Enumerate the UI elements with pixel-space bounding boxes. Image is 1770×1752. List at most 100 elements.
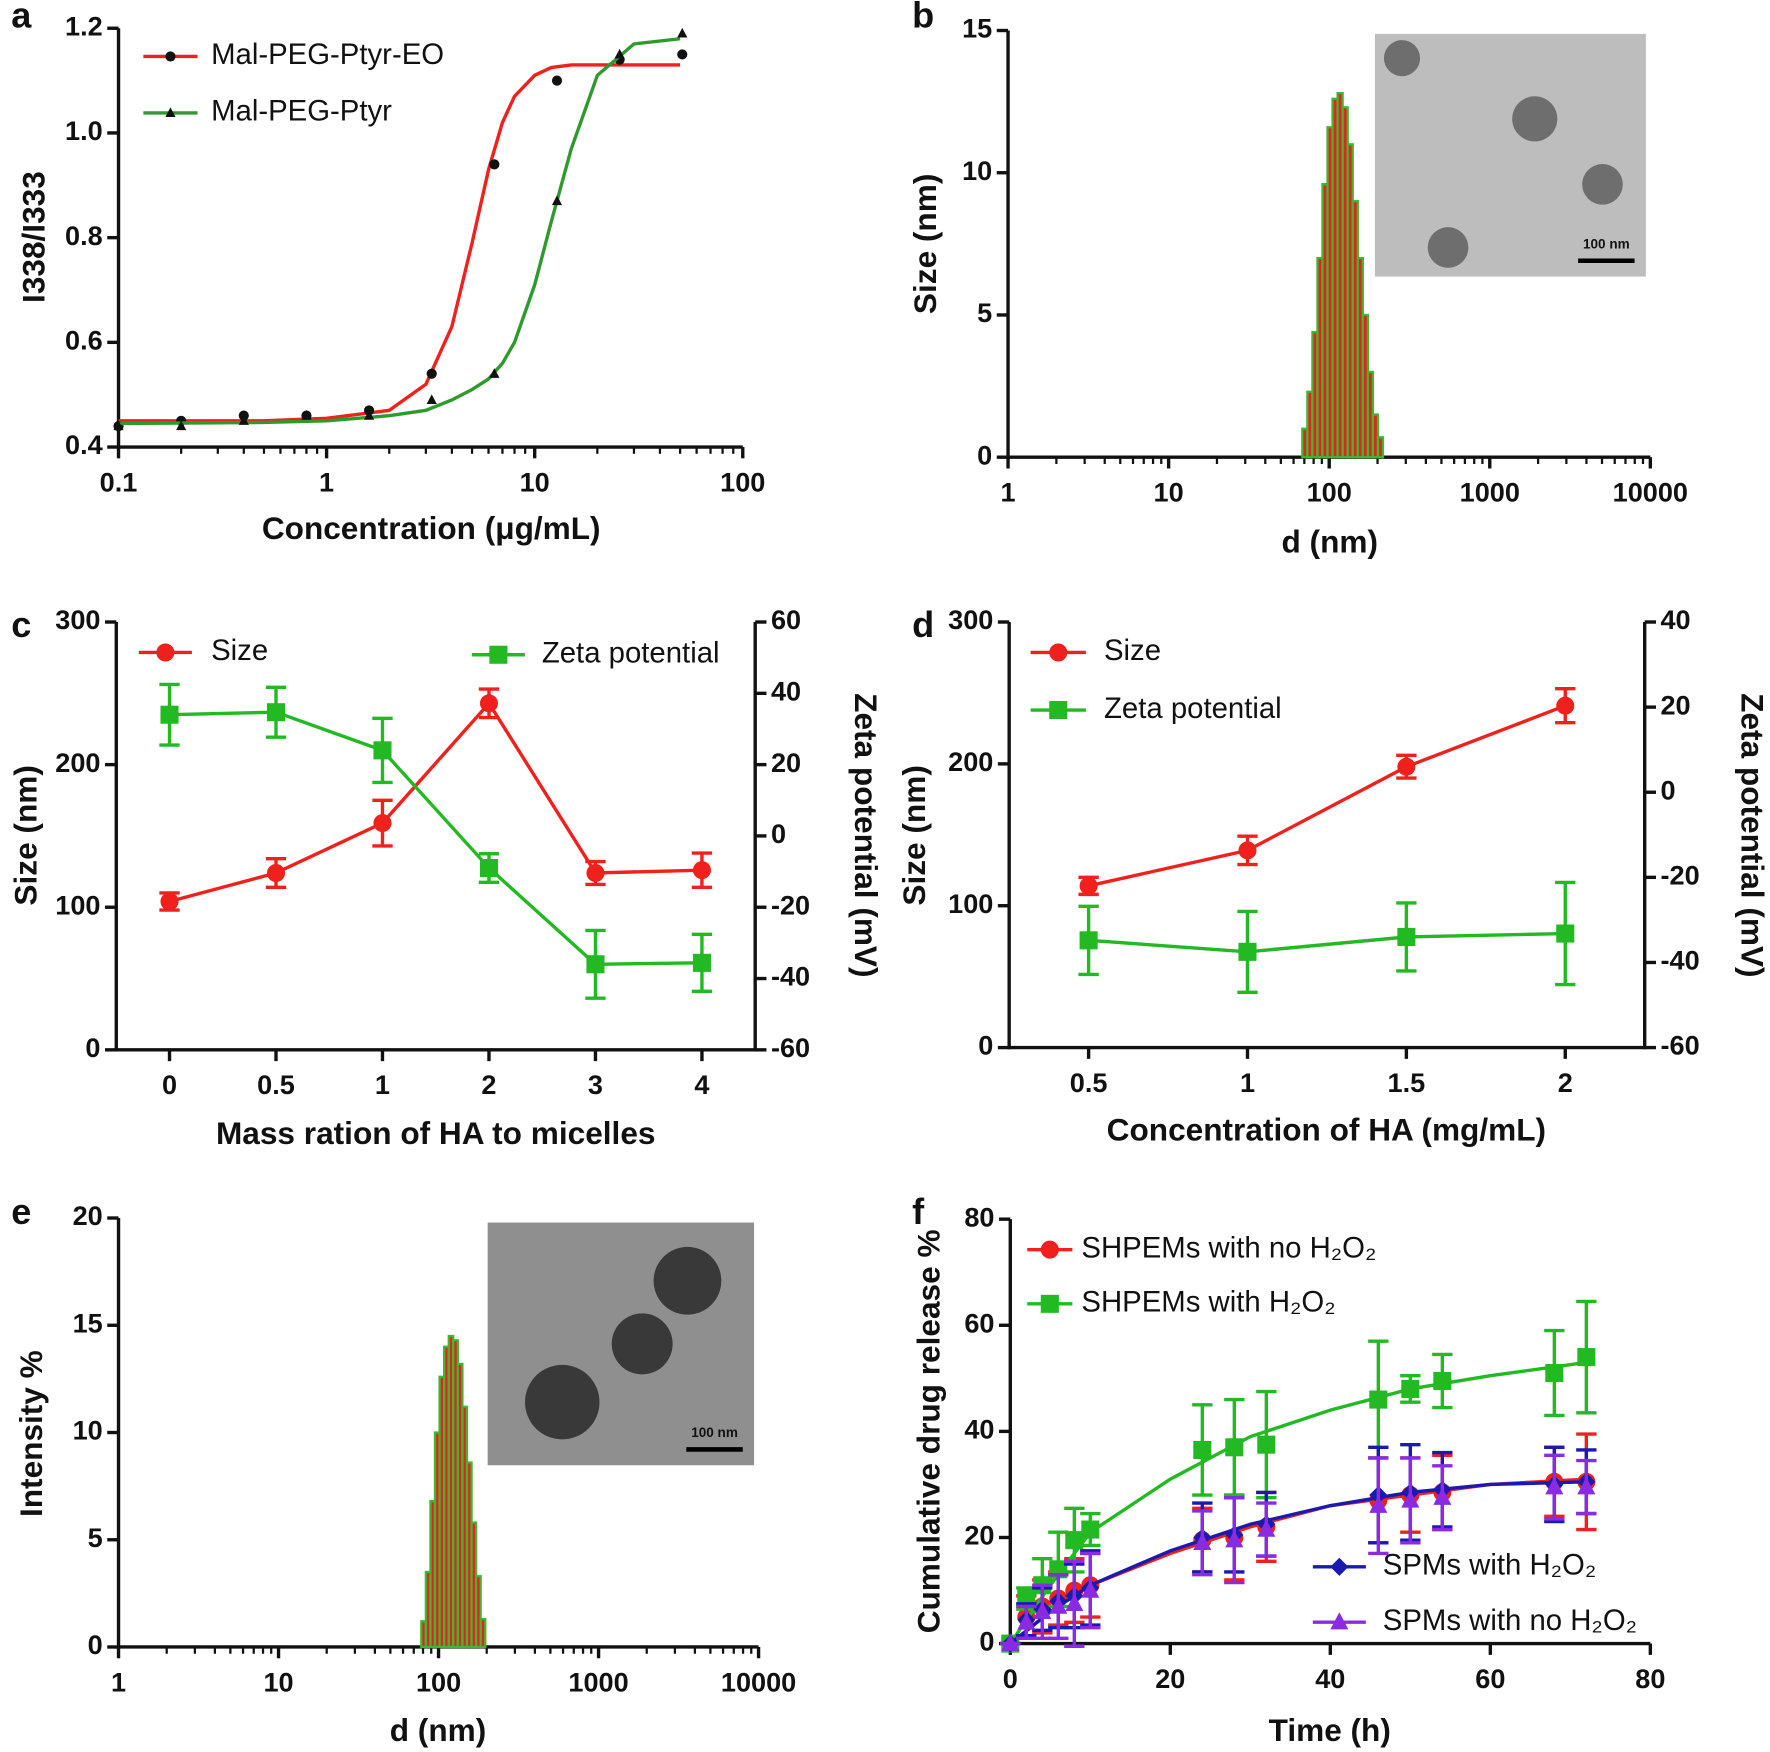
scale-bar-label: 100 nm — [691, 1425, 738, 1440]
marker — [176, 420, 187, 431]
x-axis-label: Time (h) — [1269, 1712, 1391, 1748]
histogram-bar — [474, 1575, 482, 1649]
panel-letter: a — [11, 0, 32, 36]
marker — [692, 953, 711, 972]
inset-particle — [653, 1246, 722, 1315]
marker — [364, 410, 375, 420]
inset-particle — [524, 1364, 600, 1440]
x-tick-label: 1 — [319, 466, 334, 497]
y-tick-label: 0 — [977, 439, 992, 470]
marker — [266, 703, 286, 722]
marker — [1238, 841, 1257, 860]
legend-label: Size — [211, 634, 268, 667]
marker — [266, 863, 286, 883]
fit-curve — [118, 63, 681, 423]
x-tick-label: 0.5 — [1070, 1067, 1108, 1098]
histogram-bar — [479, 1617, 487, 1649]
y2-tick-label: -40 — [1661, 945, 1700, 976]
x-tick-label: 1 — [375, 1069, 390, 1100]
inset-particle — [1582, 164, 1623, 205]
inset-particle — [1512, 96, 1558, 142]
fit-curve — [118, 37, 681, 426]
y-tick-label: 0.6 — [65, 325, 103, 356]
fit-curve — [1008, 1360, 1587, 1645]
x-tick-label: 1.5 — [1388, 1067, 1426, 1098]
marker — [1081, 1580, 1100, 1598]
legend-label: Zeta potential — [1104, 692, 1282, 725]
x-tick-label: 2 — [481, 1069, 496, 1100]
legend-label: SPMs with no H₂O₂ — [1383, 1604, 1637, 1637]
y2-tick-label: 40 — [1661, 604, 1691, 635]
marker — [1040, 1294, 1059, 1313]
marker — [551, 75, 563, 86]
y-axis-label: Size (nm) — [896, 765, 932, 905]
series-line — [169, 710, 702, 966]
legend-label: Mal-PEG-Ptyr — [211, 95, 392, 128]
y2-tick-label: -20 — [1661, 860, 1700, 891]
y-tick-label: 40 — [964, 1414, 994, 1445]
marker — [1556, 696, 1575, 715]
marker — [1081, 1520, 1100, 1539]
marker — [1079, 876, 1098, 895]
marker — [1225, 1438, 1244, 1457]
marker — [1001, 1633, 1020, 1651]
x-tick-label: 10 — [1154, 477, 1184, 508]
x-tick-label: 60 — [1475, 1663, 1505, 1694]
marker — [586, 955, 605, 974]
y-tick-label: 20 — [73, 1200, 103, 1231]
inset-particle — [1383, 40, 1421, 77]
y-axis-label: Cumulative drug release % — [911, 1229, 947, 1633]
x-tick-label: 2 — [1558, 1067, 1573, 1098]
inset-image — [1374, 33, 1646, 277]
panel-letter: c — [11, 604, 31, 645]
y-tick-label: 0 — [88, 1629, 103, 1660]
marker — [1433, 1371, 1452, 1391]
y-tick-label: 5 — [977, 297, 992, 328]
y-tick-label: 80 — [964, 1201, 994, 1232]
y2-tick-label: 20 — [771, 747, 801, 778]
y2-tick-label: 0 — [1661, 774, 1676, 805]
legend-label: SHPEMs with H₂O₂ — [1081, 1286, 1335, 1319]
x-axis-label: d (nm) — [390, 1712, 487, 1748]
marker — [489, 368, 500, 378]
x-tick-label: 10000 — [721, 1666, 796, 1697]
x-tick-label: 100 — [1307, 477, 1352, 508]
scale-bar-label: 100 nm — [1583, 237, 1630, 252]
y-tick-label: 10 — [962, 155, 992, 186]
legend-label: Mal-PEG-Ptyr-EO — [211, 38, 444, 71]
marker — [1033, 1601, 1052, 1619]
y-tick-label: 1.2 — [65, 10, 103, 41]
marker — [1065, 1531, 1084, 1550]
marker — [1330, 1612, 1349, 1630]
marker — [160, 892, 179, 911]
histogram-bar — [1376, 436, 1385, 459]
marker — [373, 814, 392, 833]
y2-tick-label: -60 — [1661, 1030, 1700, 1061]
x-tick-label: 100 — [416, 1666, 461, 1697]
y-tick-label: 10 — [73, 1415, 103, 1446]
y-tick-label: 5 — [88, 1522, 103, 1553]
x-tick-label: 10 — [520, 466, 550, 497]
x-tick-label: 0 — [1003, 1663, 1018, 1694]
marker — [301, 410, 312, 420]
x-tick-label: 4 — [694, 1069, 709, 1100]
legend-label: SPMs with H₂O₂ — [1383, 1549, 1596, 1582]
marker — [551, 195, 563, 206]
y-tick-label: 15 — [73, 1307, 103, 1338]
panel-letter: b — [912, 0, 934, 36]
y2-tick-label: 0 — [771, 818, 786, 849]
y-tick-label: 200 — [55, 747, 100, 778]
y2-axis-label: Zeta potential (mV) — [848, 693, 884, 977]
x-axis-label: d (nm) — [1281, 523, 1378, 559]
y-tick-label: 0 — [979, 1626, 994, 1657]
marker — [1577, 1348, 1596, 1367]
series-line — [1088, 704, 1566, 888]
legend-label: Zeta potential — [542, 637, 720, 670]
histogram-bar — [1371, 413, 1380, 459]
y-tick-label: 15 — [962, 13, 992, 44]
marker — [426, 394, 437, 404]
marker — [238, 415, 249, 425]
marker — [1017, 1612, 1036, 1630]
y-axis-label: Size (nm) — [907, 174, 943, 314]
marker — [1577, 1477, 1596, 1495]
